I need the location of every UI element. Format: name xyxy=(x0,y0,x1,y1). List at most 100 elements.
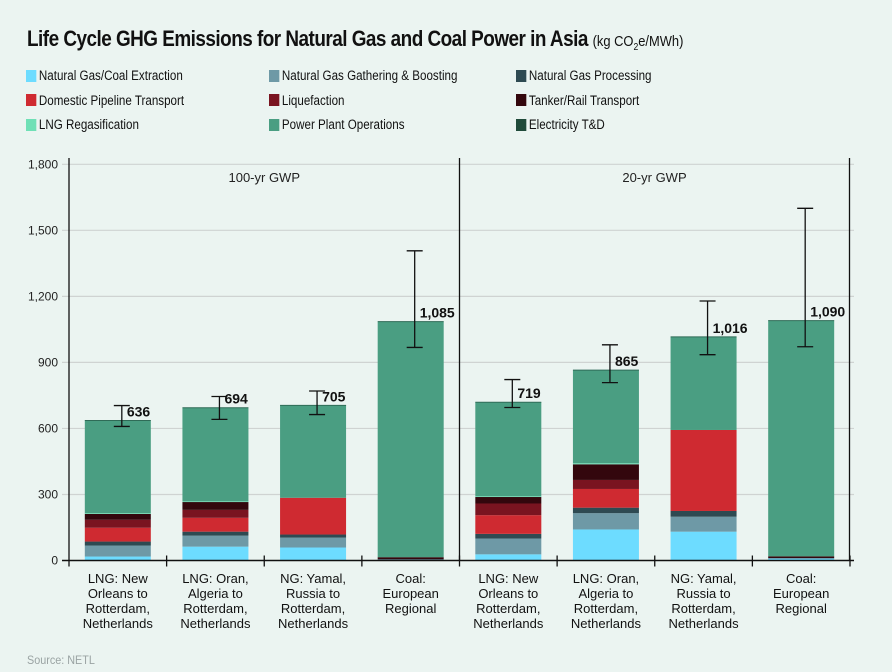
bar-segment-liquefaction xyxy=(572,479,639,489)
bar-segment-power xyxy=(572,370,639,464)
bar-segment-gathering xyxy=(572,513,639,530)
x-tick-label: Netherlands xyxy=(180,616,251,631)
y-tick-label: 0 xyxy=(51,554,58,568)
legend-swatch xyxy=(26,94,37,106)
x-tick-label: Algeria to xyxy=(578,586,633,601)
legend-label: Natural Gas/Coal Extraction xyxy=(38,68,183,83)
title-text: Life Cycle GHG Emissions for Natural Gas… xyxy=(27,26,588,51)
x-tick-label: NG: Yamal, xyxy=(671,571,737,586)
x-tick-label: Netherlands xyxy=(83,616,154,631)
x-tick-label: Rotterdam, xyxy=(574,601,638,616)
legend-label: Power Plant Operations xyxy=(281,117,405,132)
total-label: 719 xyxy=(517,385,541,401)
x-tick-label: LNG: New xyxy=(88,571,149,586)
x-tick-label: Russia to xyxy=(676,586,730,601)
panel-label: 100-yr GWP xyxy=(228,170,300,185)
legend-item-power: Power Plant Operations xyxy=(269,117,405,132)
x-tick-label: Rotterdam, xyxy=(281,601,345,616)
x-tick-label: Netherlands xyxy=(278,616,349,631)
total-label: 694 xyxy=(224,391,248,407)
bar-segment-extraction xyxy=(84,556,151,561)
x-tick-label: Netherlands xyxy=(669,616,740,631)
x-tick-label: Netherlands xyxy=(473,616,544,631)
x-tick-label: European xyxy=(773,586,829,601)
legend-swatch xyxy=(516,69,527,82)
bar-segment-tanker xyxy=(84,513,151,520)
x-tick-label: LNG: Oran, xyxy=(182,571,248,586)
bar-segment-liquefaction xyxy=(84,519,151,528)
chart-title: Life Cycle GHG Emissions for Natural Gas… xyxy=(27,26,683,53)
x-tick-label: Orleans to xyxy=(88,586,148,601)
bar-segment-processing xyxy=(280,534,347,538)
y-tick-label: 900 xyxy=(38,355,58,369)
x-tick-label: Coal: xyxy=(786,571,816,586)
x-tick-label: Regional xyxy=(776,601,827,616)
legend-label: Liquefaction xyxy=(281,92,345,108)
bar-segment-pipeline xyxy=(572,488,639,508)
legend-label: Natural Gas Gathering & Boosting xyxy=(281,68,458,83)
total-label: 636 xyxy=(127,404,151,420)
legend-swatch xyxy=(516,118,527,131)
total-label: 1,085 xyxy=(420,305,455,321)
x-tick-label: Russia to xyxy=(286,586,340,601)
bar-segment-tanker xyxy=(377,557,444,560)
bar-segment-power xyxy=(280,405,347,498)
legend-item-gathering: Natural Gas Gathering & Boosting xyxy=(269,68,457,83)
bar-segment-tanker xyxy=(572,464,639,480)
bar-segment-tanker xyxy=(182,501,249,510)
bar-segment-gathering xyxy=(475,538,542,555)
bar-segment-pipeline xyxy=(670,429,737,511)
x-tick-label: European xyxy=(382,586,438,601)
total-label: 1,090 xyxy=(810,304,845,320)
bar-segment-power xyxy=(84,420,151,514)
bar-segment-pipeline xyxy=(182,517,249,532)
legend-swatch xyxy=(26,118,37,131)
x-tick-label: Coal: xyxy=(396,571,426,586)
x-tick-label: Netherlands xyxy=(571,616,642,631)
legend-swatch xyxy=(26,69,37,82)
legend-label: Natural Gas Processing xyxy=(528,68,652,83)
bar-segment-pipeline xyxy=(280,497,347,535)
bar-segment-liquefaction xyxy=(475,503,542,516)
bar-segment-power xyxy=(768,320,835,557)
y-tick-label: 600 xyxy=(38,421,58,435)
bar-segment-extraction xyxy=(280,547,347,561)
bar-stack: 694 LNG: Oran,Algeria toRotterdam,Netherl… xyxy=(180,391,251,631)
x-tick-label: Orleans to xyxy=(478,586,538,601)
legend-item-pipeline: Domestic Pipeline Transport xyxy=(26,93,184,108)
y-tick-label: 300 xyxy=(38,487,58,501)
x-tick-label: NG: Yamal, xyxy=(280,571,346,586)
x-tick-label: LNG: Oran, xyxy=(573,571,639,586)
source-note: Source: NETL xyxy=(27,653,95,667)
legend-label: LNG Regasification xyxy=(38,117,139,132)
panel-label: 20-yr GWP xyxy=(622,170,686,185)
bar-segment-regas xyxy=(84,513,151,514)
bar-segment-extraction xyxy=(182,546,249,561)
total-label: 1,016 xyxy=(713,320,748,336)
legend-swatch xyxy=(269,69,280,82)
y-tick-label: 1,200 xyxy=(28,289,58,303)
legend-item-td: Electricity T&D xyxy=(516,117,605,132)
bar-segment-liquefaction xyxy=(182,509,249,518)
y-tick-label: 1,500 xyxy=(28,223,58,237)
legend-item-processing: Natural Gas Processing xyxy=(516,68,652,83)
bar-segment-extraction xyxy=(670,531,737,561)
bar-stack: 705 NG: Yamal,Russia toRotterdam,Netherla… xyxy=(278,388,349,631)
bar-stack: 1,016 NG: Yamal,Russia toRotterdam,Nether… xyxy=(669,300,748,631)
legend-item-tanker: Tanker/Rail Transport xyxy=(516,93,639,108)
x-tick-label: Algeria to xyxy=(188,586,243,601)
legend-item-liquefaction: Liquefaction xyxy=(269,93,345,108)
bar-segment-tanker xyxy=(475,496,542,504)
bar-segment-pipeline xyxy=(475,515,542,534)
legend-item-regas: LNG Regasification xyxy=(26,117,139,132)
legend-label: Tanker/Rail Transport xyxy=(528,92,640,108)
bar-segment-extraction xyxy=(768,558,835,561)
legend-item-extraction: Natural Gas/Coal Extraction xyxy=(26,68,183,83)
bar-segment-regas xyxy=(475,496,542,498)
bar-segment-gathering xyxy=(84,545,151,557)
bar-segment-extraction xyxy=(475,554,542,561)
bar-segment-power xyxy=(670,336,737,430)
bar-segment-processing xyxy=(84,541,151,546)
